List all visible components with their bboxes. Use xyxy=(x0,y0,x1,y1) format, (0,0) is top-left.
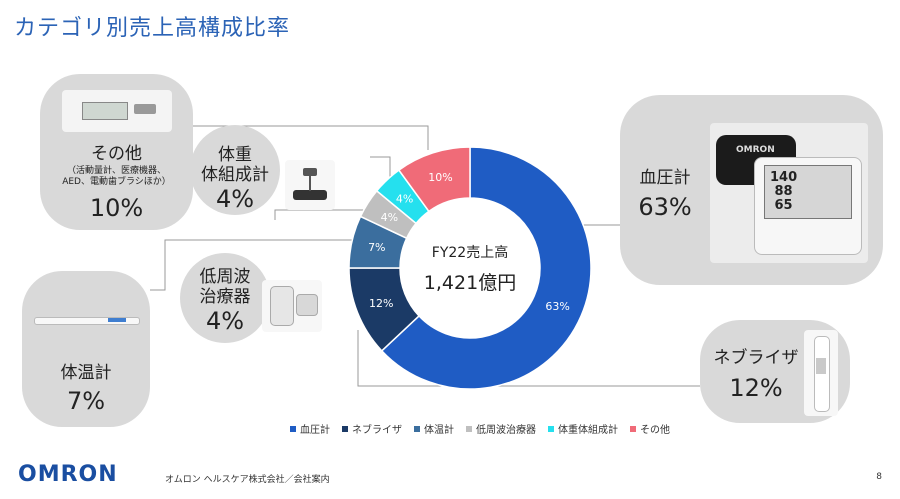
card-other-sub1: （活動量計、医療機器、 xyxy=(66,166,166,176)
card-nebul-pct: 12% xyxy=(729,374,783,402)
card-thermo-label: 体温計 xyxy=(60,363,112,383)
donut-center-total: 1,421億円 xyxy=(423,272,517,294)
card-other: その他 （活動量計、医療機器、 AED、電動歯ブラシほか） 10% xyxy=(40,74,193,230)
omron-logo: OMRON xyxy=(18,462,118,487)
legend-item: 血圧計 xyxy=(290,421,330,436)
donut-data-label-0: 63% xyxy=(545,300,569,313)
legend-label: 体温計 xyxy=(424,425,454,436)
donut-data-label-3: 4% xyxy=(381,211,398,224)
legend-label: 低周波治療器 xyxy=(476,425,536,436)
card-bodycomp: 体重 体組成計 4% xyxy=(190,125,280,215)
card-bodycomp-label2: 体組成計 xyxy=(201,165,269,185)
chart-legend: 血圧計 ネブライザ 体温計 低周波治療器 体重体組成計 その他 xyxy=(290,421,670,436)
legend-swatch xyxy=(548,425,554,432)
card-thermo-pct: 7% xyxy=(66,387,106,415)
card-tens-label1: 低周波 xyxy=(199,267,251,287)
card-other-sub2: AED、電動歯ブラシほか） xyxy=(62,177,171,187)
donut-slice-0 xyxy=(380,146,592,390)
legend-swatch xyxy=(630,425,636,432)
thermometer-image xyxy=(28,309,144,329)
card-nebul-label: ネブライザ xyxy=(713,348,799,368)
legend-item: 体重体組成計 xyxy=(548,421,618,436)
card-other-label: その他 xyxy=(91,144,142,164)
legend-swatch xyxy=(466,425,472,432)
legend-swatch xyxy=(342,425,348,432)
blood-pressure-monitor-image: OMRON 140 88 65 xyxy=(710,123,868,263)
legend-item: その他 xyxy=(630,421,670,436)
legend-item: ネブライザ xyxy=(342,421,402,436)
card-bodycomp-pct: 4% xyxy=(215,185,255,213)
card-tens: 低周波 治療器 4% xyxy=(180,253,270,343)
legend-label: ネブライザ xyxy=(352,425,402,436)
card-nebul: ネブライザ 12% xyxy=(700,320,850,423)
footer-company: オムロン ヘルスケア株式会社／会社案内 xyxy=(165,475,330,485)
connector-other xyxy=(193,125,429,150)
donut-data-label-2: 7% xyxy=(368,241,385,254)
nebulizer-image xyxy=(804,330,838,416)
legend-item: 低周波治療器 xyxy=(466,421,536,436)
donut-center-title: FY22売上高 xyxy=(431,245,509,261)
donut-data-label-4: 4% xyxy=(396,192,413,205)
connector-tens xyxy=(274,209,388,220)
body-composition-scale-image xyxy=(285,160,335,210)
donut-data-label-5: 10% xyxy=(428,171,452,184)
card-bodycomp-label1: 体重 xyxy=(218,145,252,165)
connector-thermo xyxy=(150,239,360,291)
legend-item: 体温計 xyxy=(414,421,454,436)
page-title: カテゴリ別売上高構成比率 xyxy=(14,16,291,41)
card-bp-label: 血圧計 xyxy=(639,168,691,188)
card-tens-pct: 4% xyxy=(205,307,245,335)
legend-label: 体重体組成計 xyxy=(558,425,618,436)
card-bp: 血圧計 63% OMRON 140 88 65 xyxy=(620,95,883,285)
donut-data-label-1: 12% xyxy=(369,297,393,310)
legend-swatch xyxy=(290,425,296,432)
page-number: 8 xyxy=(876,472,882,482)
legend-label: 血圧計 xyxy=(300,425,330,436)
connector-nebul xyxy=(357,330,700,387)
legend-label: その他 xyxy=(640,425,670,436)
card-thermo: 体温計 7% xyxy=(22,271,150,427)
card-other-pct: 10% xyxy=(89,194,144,222)
legend-swatch xyxy=(414,425,420,432)
donut-slice-5 xyxy=(397,146,471,213)
card-tens-label2: 治療器 xyxy=(199,287,251,307)
activity-monitor-image xyxy=(62,90,172,132)
tens-device-image xyxy=(262,280,322,332)
card-bp-pct: 63% xyxy=(638,193,692,221)
